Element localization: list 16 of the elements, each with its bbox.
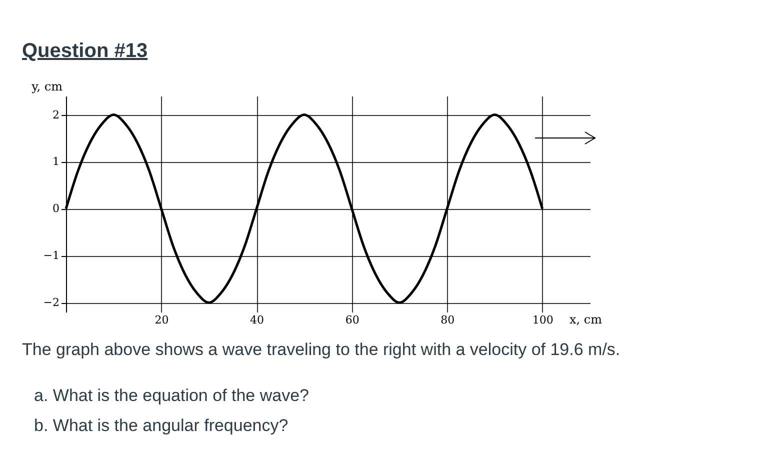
y-tick-label: −1 [43, 249, 60, 262]
y-axis-title: y, cm [30, 80, 64, 94]
text: b. What is the angular frequency? [34, 416, 288, 436]
x-tick-label: 80 [440, 314, 455, 326]
y-tick-label: 2 [52, 108, 60, 122]
x-axis-title: x, cm [570, 312, 603, 326]
text: The graph above shows a wave traveling to the right with a velocity of 19.6 m/s. [22, 340, 620, 360]
y-tick-label: 1 [52, 155, 60, 168]
chart-title: Question #13 [22, 40, 148, 63]
x-tick-label: 100 [532, 314, 554, 326]
x-tick-label: 20 [154, 314, 169, 326]
text: a. What is the equation of the wave? [34, 386, 310, 406]
y-tick-label: −2 [43, 296, 60, 310]
x-tick-label: 40 [250, 314, 264, 326]
y-tick-label: 0 [52, 202, 60, 216]
x-tick-label: 60 [345, 314, 360, 326]
